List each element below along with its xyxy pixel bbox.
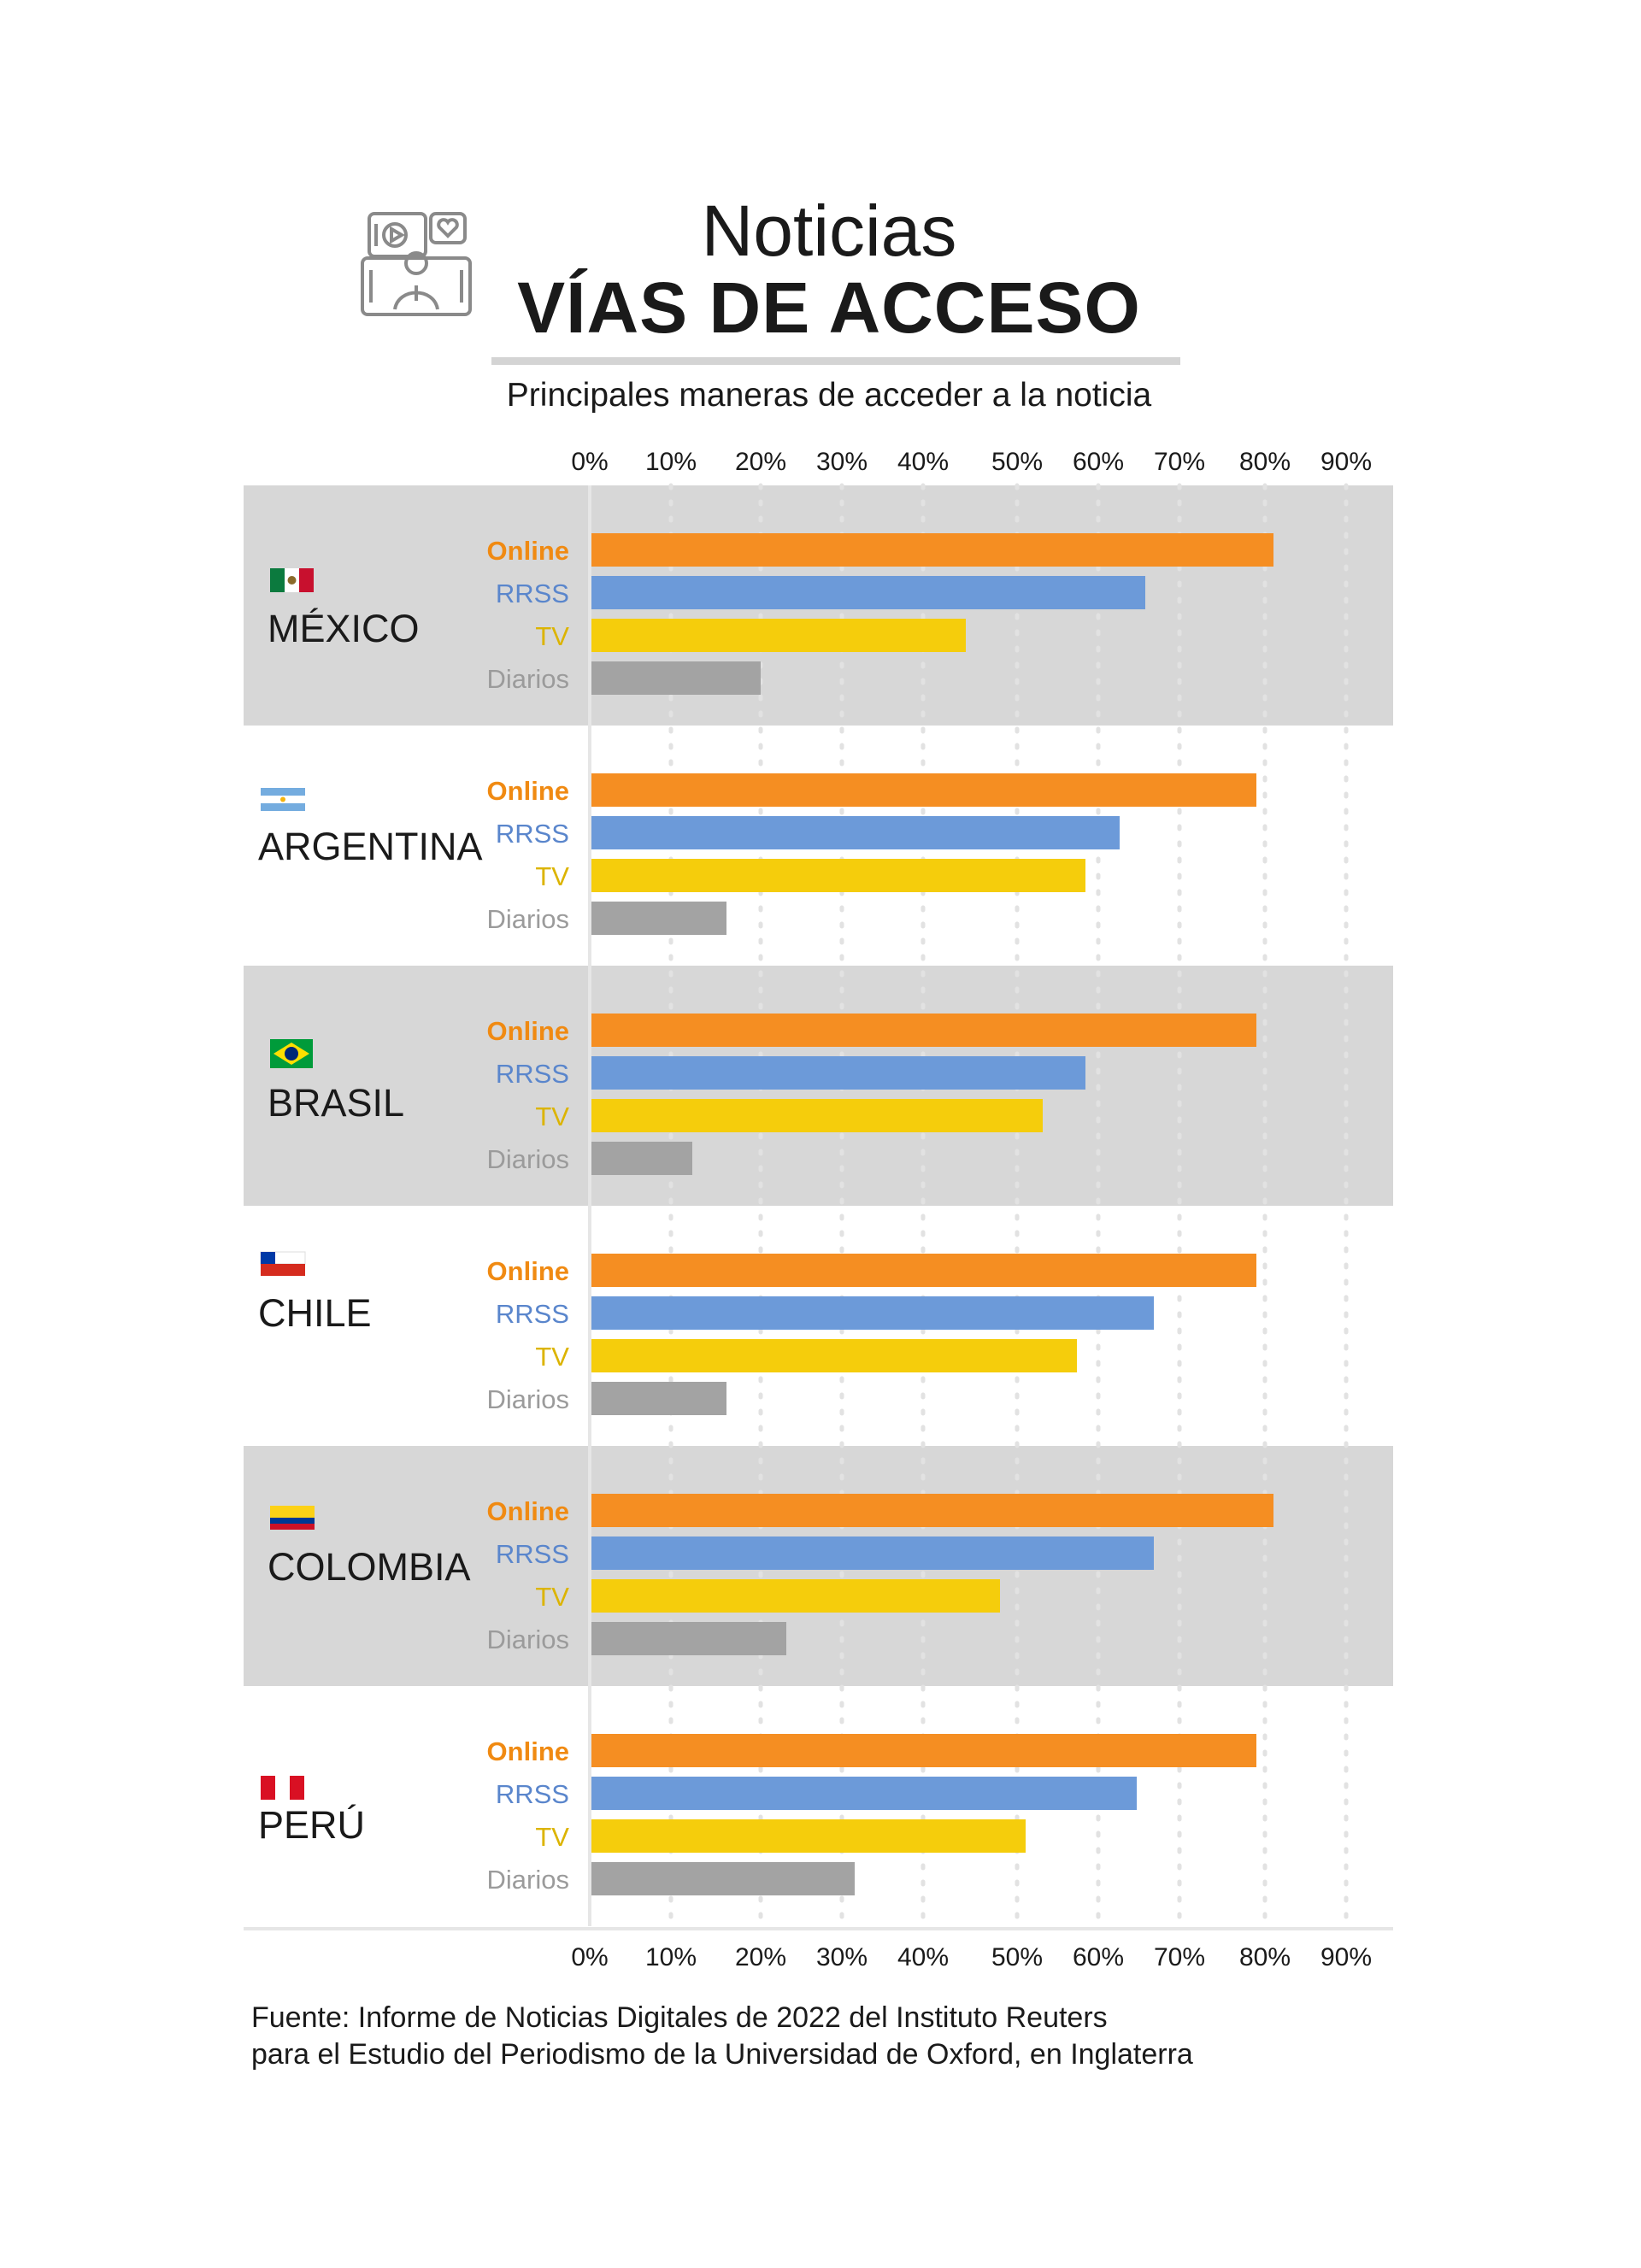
bar-4-tv (591, 1579, 1000, 1613)
colombia-flag-icon-red (270, 1524, 315, 1530)
bar-4-rrss (591, 1536, 1154, 1570)
tick-label-top-2: 20% (735, 448, 786, 476)
bar-4-diarios (591, 1622, 786, 1655)
country-label-1: ARGENTINA (258, 825, 483, 868)
tick-label-bottom-0: 0% (571, 1943, 608, 1971)
bar-3-online (591, 1254, 1256, 1287)
tick-label-top-6: 60% (1073, 448, 1124, 476)
bar-3-tv (591, 1339, 1077, 1372)
tick-label-bottom-2: 20% (735, 1943, 786, 1971)
tick-label-top-7: 70% (1154, 448, 1205, 476)
title-divider (491, 357, 1180, 365)
chile-flag-icon-blue (261, 1252, 275, 1264)
series-label-5-diarios: Diarios (487, 1865, 569, 1895)
tick-label-bottom-4: 40% (897, 1943, 949, 1971)
bar-0-rrss (591, 576, 1145, 609)
peru-flag-icon-red-left (261, 1776, 275, 1800)
tick-label-bottom-9: 90% (1320, 1943, 1372, 1971)
bar-0-online (591, 533, 1273, 567)
source-line-1: Fuente: Informe de Noticias Digitales de… (251, 2001, 1108, 2034)
series-label-1-tv: TV (535, 861, 569, 891)
bar-3-diarios (591, 1382, 726, 1415)
series-label-1-diarios: Diarios (487, 904, 569, 934)
tick-label-top-8: 80% (1239, 448, 1291, 476)
colombia-flag-icon-yellow (270, 1506, 315, 1518)
tick-label-top-0: 0% (571, 448, 608, 476)
bar-5-tv (591, 1819, 1026, 1853)
tick-label-bottom-5: 50% (991, 1943, 1043, 1971)
chile-flag-icon-red (261, 1264, 305, 1276)
argentina-flag-icon-top (261, 788, 305, 796)
series-label-4-rrss: RRSS (496, 1539, 569, 1569)
tick-label-top-9: 90% (1320, 448, 1372, 476)
tick-label-top-3: 30% (816, 448, 868, 476)
series-label-4-tv: TV (535, 1582, 569, 1612)
tick-label-top-4: 40% (897, 448, 949, 476)
bar-2-diarios (591, 1142, 692, 1175)
mexico-flag-icon-red (299, 568, 314, 592)
bar-2-online (591, 1014, 1256, 1047)
bar-1-rrss (591, 816, 1120, 849)
series-label-2-online: Online (487, 1016, 569, 1046)
tick-label-bottom-7: 70% (1154, 1943, 1205, 1971)
chart-subtitle: Principales maneras de acceder a la noti… (506, 377, 1152, 414)
series-label-5-rrss: RRSS (496, 1779, 569, 1809)
country-label-4: COLOMBIA (268, 1545, 471, 1589)
bar-1-diarios (591, 902, 726, 935)
brazil-flag-icon-globe (285, 1047, 298, 1061)
chart-title-line1: Noticias (701, 191, 957, 271)
argentina-flag-icon-sun (280, 796, 285, 802)
chart-title-line2: VÍAS DE ACCESO (517, 267, 1141, 348)
series-label-5-tv: TV (535, 1822, 569, 1852)
series-label-4-online: Online (487, 1496, 569, 1526)
mexico-flag-icon-emblem (287, 576, 297, 585)
bar-1-online (591, 773, 1256, 807)
country-label-3: CHILE (258, 1291, 372, 1335)
news-media-icon (361, 212, 472, 316)
country-label-0: MÉXICO (268, 607, 420, 650)
series-label-0-diarios: Diarios (487, 664, 569, 694)
bar-5-online (591, 1734, 1256, 1767)
series-label-2-tv: TV (535, 1102, 569, 1131)
series-label-5-online: Online (487, 1736, 569, 1766)
series-label-3-diarios: Diarios (487, 1384, 569, 1414)
tick-label-bottom-6: 60% (1073, 1943, 1124, 1971)
country-label-5: PERÚ (258, 1803, 365, 1847)
tick-label-top-5: 50% (991, 448, 1043, 476)
colombia-flag-icon-blue (270, 1518, 315, 1524)
series-label-3-online: Online (487, 1256, 569, 1286)
series-label-3-tv: TV (535, 1342, 569, 1372)
bar-5-diarios (591, 1862, 855, 1895)
bar-2-rrss (591, 1056, 1085, 1090)
bar-5-rrss (591, 1777, 1137, 1810)
series-label-1-rrss: RRSS (496, 819, 569, 849)
bar-0-diarios (591, 661, 761, 695)
series-label-4-diarios: Diarios (487, 1625, 569, 1654)
bar-4-online (591, 1494, 1273, 1527)
series-label-2-rrss: RRSS (496, 1059, 569, 1089)
series-label-3-rrss: RRSS (496, 1299, 569, 1329)
mexico-flag-icon-green (270, 568, 285, 592)
tick-label-top-1: 10% (645, 448, 697, 476)
source-note: Fuente: Informe de Noticias Digitales de… (251, 2000, 1193, 2072)
peru-flag-icon-red-right (290, 1776, 304, 1800)
argentina-flag-icon-bottom (261, 803, 305, 811)
bar-0-tv (591, 619, 966, 652)
source-line-2: para el Estudio del Periodismo de la Uni… (251, 2037, 1193, 2071)
series-label-1-online: Online (487, 776, 569, 806)
series-label-0-online: Online (487, 536, 569, 566)
bar-2-tv (591, 1099, 1043, 1132)
bar-1-tv (591, 859, 1085, 892)
tick-label-bottom-3: 30% (816, 1943, 868, 1971)
bar-3-rrss (591, 1296, 1154, 1330)
peru-flag-icon-white (275, 1776, 290, 1800)
series-label-0-rrss: RRSS (496, 579, 569, 608)
tick-label-bottom-8: 80% (1239, 1943, 1291, 1971)
tick-label-bottom-1: 10% (645, 1943, 697, 1971)
country-label-2: BRASIL (268, 1081, 404, 1125)
series-label-0-tv: TV (535, 621, 569, 651)
series-label-2-diarios: Diarios (487, 1144, 569, 1174)
